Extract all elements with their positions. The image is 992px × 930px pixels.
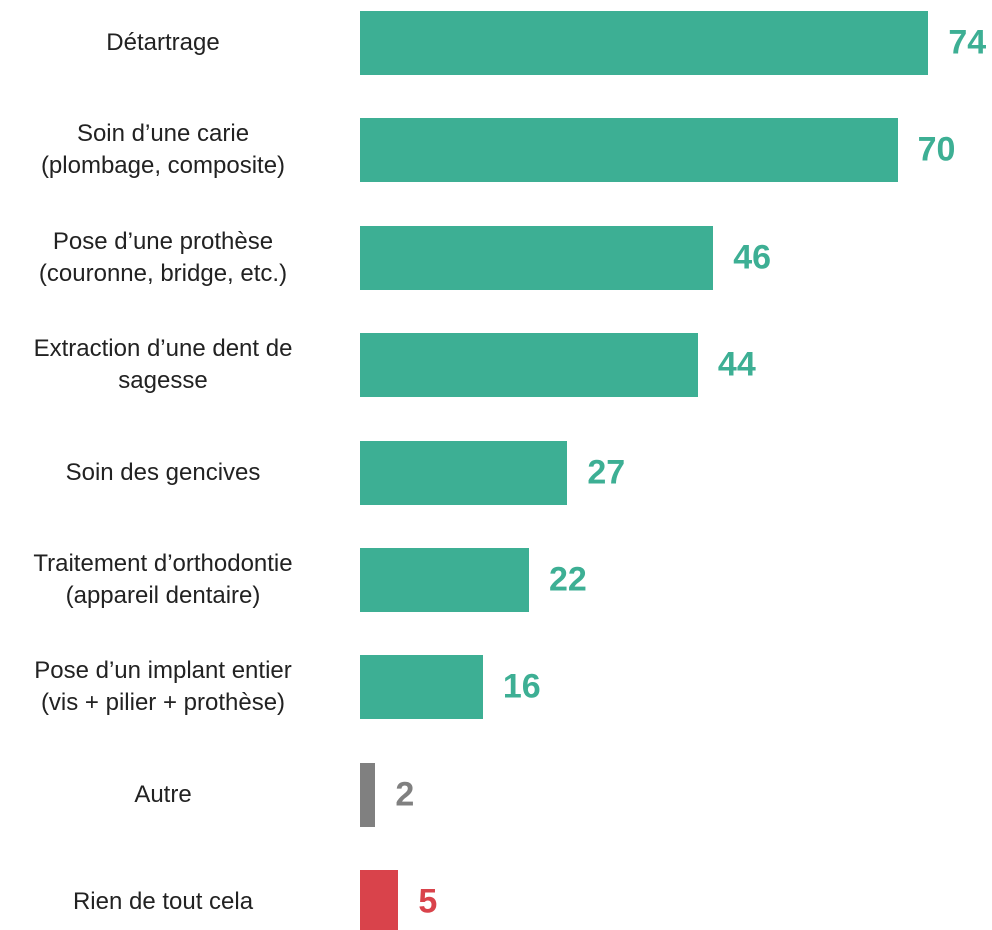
value-label: 5	[418, 882, 438, 921]
value-label: 2	[395, 775, 415, 814]
value-label: 70	[917, 130, 956, 169]
bar	[360, 762, 376, 827]
bar	[360, 655, 483, 720]
category-label: Pose d’un implant entier (vis + pilier +…	[34, 657, 292, 717]
value-label: 44	[717, 345, 756, 384]
bar	[360, 333, 698, 398]
category-label: Autre	[134, 780, 192, 808]
bar	[360, 118, 898, 183]
bar	[360, 225, 714, 290]
category-label: Soin d’une carie (plombage, composite)	[40, 120, 286, 180]
bar	[360, 870, 399, 930]
category-label: Pose d’une prothèse (couronne, bridge, e…	[38, 227, 288, 287]
category-label: Soin des gencives	[65, 458, 261, 486]
value-label: 22	[548, 560, 587, 599]
category-label: Détartrage	[106, 29, 220, 56]
bar	[360, 440, 568, 505]
category-label: Traitement d’orthodontie (appareil denta…	[33, 550, 293, 609]
value-label: 16	[502, 667, 541, 706]
bar	[360, 548, 529, 612]
category-label: Extraction d’une dent de sagesse	[33, 335, 293, 395]
bar	[360, 11, 929, 75]
value-label: 74	[948, 23, 987, 62]
category-label: Rien de tout cela	[72, 888, 254, 916]
value-label: 46	[733, 238, 772, 277]
value-label: 27	[587, 453, 626, 492]
